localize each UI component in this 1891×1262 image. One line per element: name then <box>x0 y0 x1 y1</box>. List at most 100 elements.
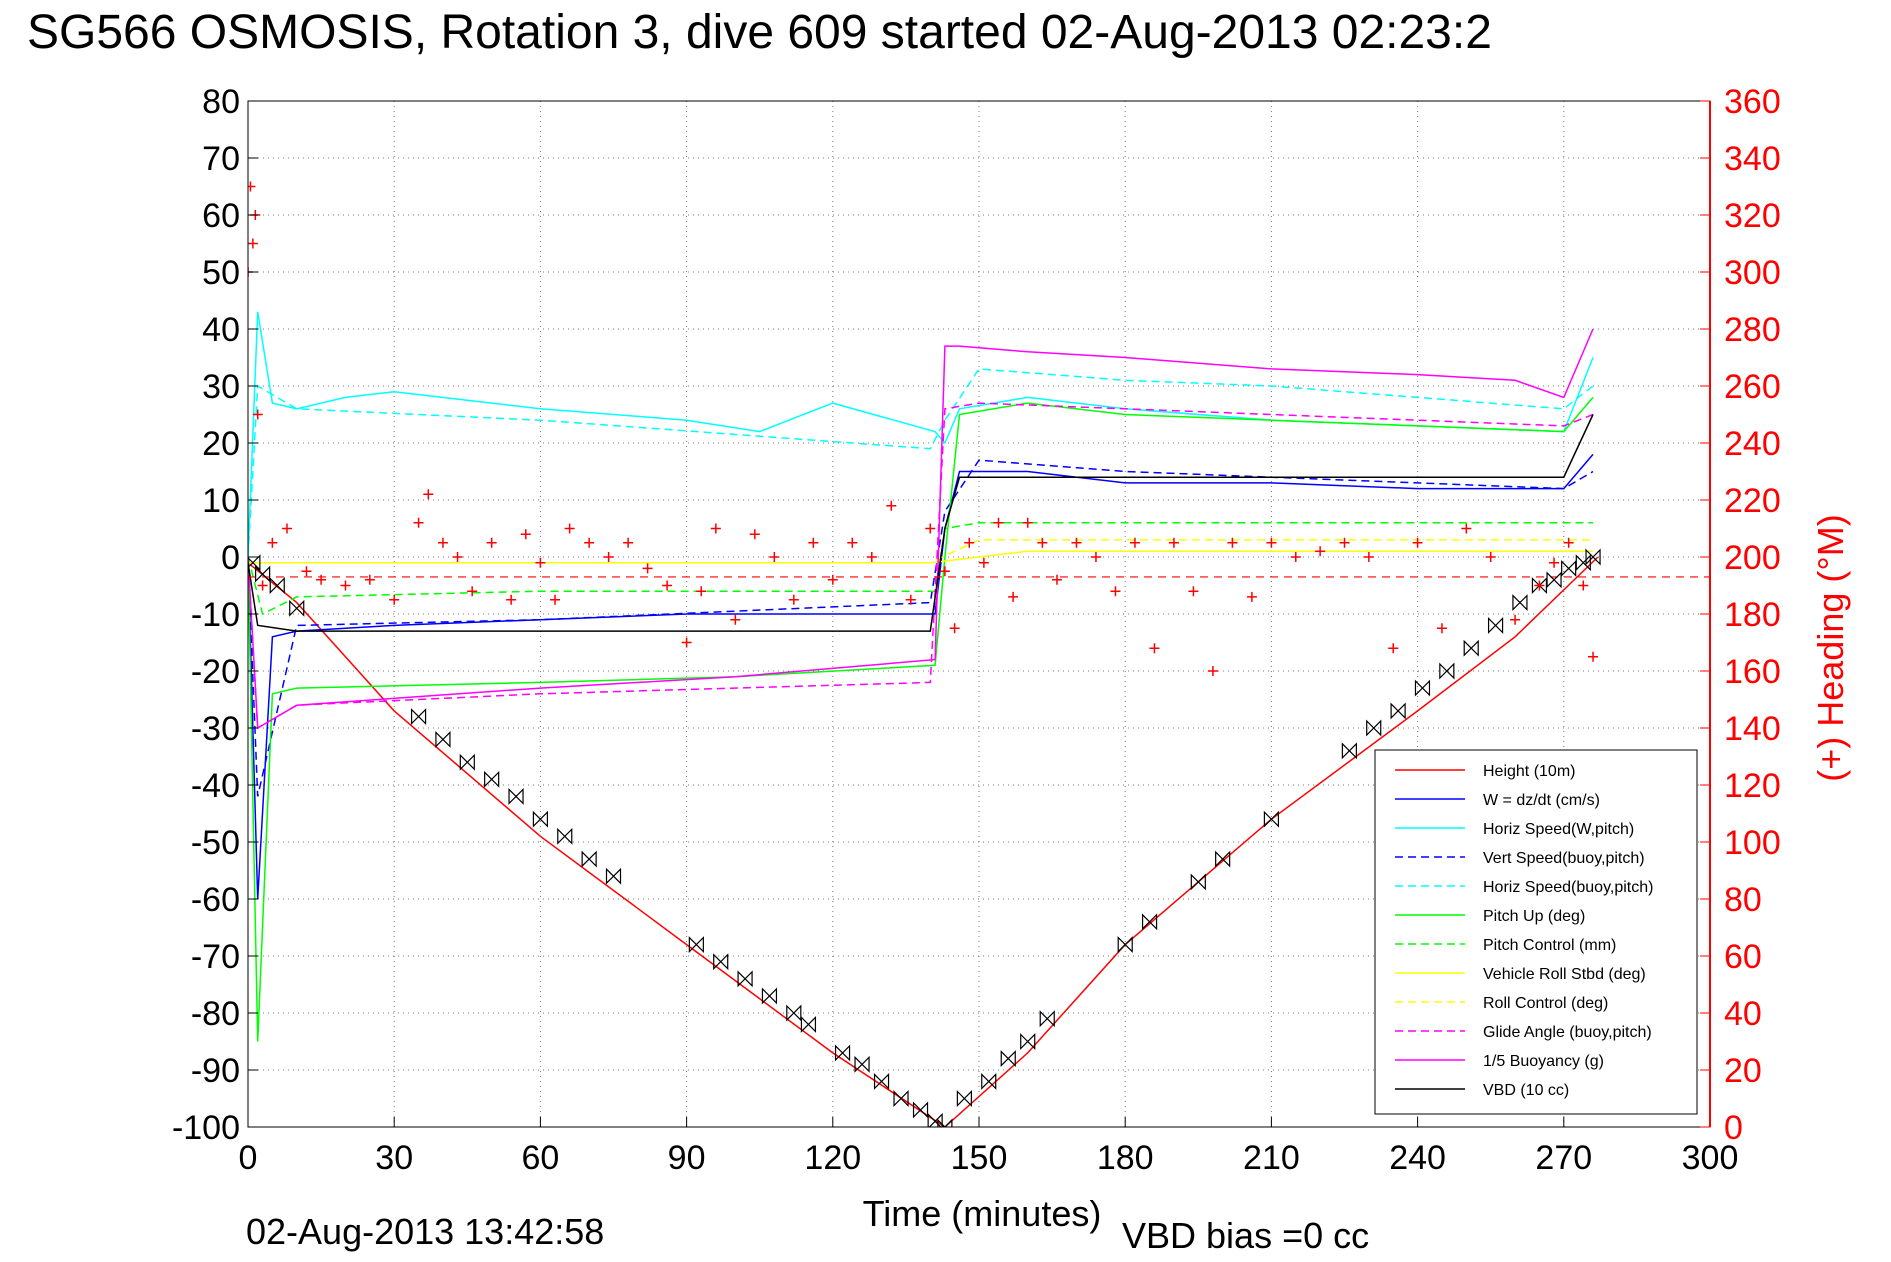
heading-point <box>1534 580 1545 591</box>
vbd-marker <box>484 770 500 788</box>
legend-label: Pitch Up (deg) <box>1483 908 1585 925</box>
vbd-marker <box>800 1015 817 1033</box>
right-tick-label: 280 <box>1724 311 1781 349</box>
heading-point <box>939 566 950 577</box>
heading-point <box>769 552 780 562</box>
y-tick-label: 0 <box>221 539 240 577</box>
vbd-marker <box>1263 810 1279 828</box>
legend-label: Vert Speed(buoy,pitch) <box>1483 850 1645 867</box>
vbd-marker <box>1463 639 1479 657</box>
right-tick-label: 360 <box>1724 83 1781 121</box>
heading-point <box>1008 591 1019 602</box>
vbd-marker <box>1215 850 1231 868</box>
heading-point <box>1090 552 1101 562</box>
x-tick-label: 300 <box>1682 1139 1739 1177</box>
x-tick-label: 60 <box>521 1139 559 1177</box>
heading-point <box>389 594 400 605</box>
heading-point <box>281 523 292 534</box>
footer-timestamp: 02-Aug-2013 13:42:58 <box>246 1211 604 1252</box>
heading-point <box>1110 586 1121 597</box>
heading-point <box>248 238 258 249</box>
legend-label: Pitch Control (mm) <box>1483 937 1616 954</box>
heading-point <box>1485 552 1496 562</box>
vbd-marker <box>912 1101 929 1119</box>
vbd-marker <box>1390 702 1406 720</box>
y-tick-label: 70 <box>202 140 240 178</box>
vbd-marker <box>713 953 729 971</box>
legend-label: Height (10m) <box>1483 763 1575 780</box>
right-tick-label: 80 <box>1724 881 1762 919</box>
right-tick-label: 340 <box>1724 140 1781 178</box>
heading-point <box>1388 643 1399 654</box>
legend[interactable]: Height (10m) W = dz/dt (cm/s) Horiz Speed(… <box>1374 749 1698 1115</box>
vbd-marker <box>255 565 271 583</box>
heading-point <box>1227 537 1238 548</box>
heading-point <box>662 580 673 591</box>
heading-point <box>1071 537 1082 548</box>
right-tick-label: 180 <box>1724 596 1781 634</box>
heading-point <box>847 537 858 548</box>
heading-point <box>1129 537 1140 548</box>
vbd-marker <box>1487 616 1504 634</box>
heading-point <box>316 574 327 585</box>
heading-point <box>340 580 351 591</box>
vbd-marker <box>1366 719 1382 737</box>
series-layer <box>248 311 1710 1127</box>
heading-point <box>1549 557 1560 568</box>
heading-point <box>749 529 760 540</box>
vbd-marker <box>1000 1050 1016 1068</box>
right-tick-label: 300 <box>1724 254 1781 292</box>
heading-point <box>1510 614 1521 625</box>
y-tick-label: -90 <box>191 1052 240 1090</box>
vbd-marker <box>1414 679 1431 697</box>
heading-point <box>1363 552 1374 562</box>
heading-point <box>827 574 838 585</box>
right-tick-label: 0 <box>1724 1109 1743 1147</box>
vbd-marker <box>854 1055 870 1073</box>
heading-point <box>710 523 721 534</box>
legend-label: Vehicle Roll Stbd (deg) <box>1483 966 1646 983</box>
series-vbd-10-cc <box>248 414 1594 632</box>
heading-point <box>413 517 424 528</box>
heading-point <box>1168 537 1179 548</box>
heading-point <box>949 623 960 634</box>
heading-point <box>301 566 312 577</box>
heading-point <box>486 537 497 548</box>
y-tick-label: -40 <box>191 767 240 805</box>
series-horiz-speed-buoy-pitch <box>248 368 1594 558</box>
series-glide-angle-buoy-pitch <box>248 402 1594 730</box>
vbd-marker <box>688 936 704 954</box>
vbd-marker <box>605 867 622 885</box>
series-horiz-speed-w-pitch <box>248 311 1594 558</box>
y-tick-label: 30 <box>202 368 240 406</box>
vbd-marker <box>1141 913 1158 931</box>
heading-point <box>535 557 546 568</box>
right-tick-label: 200 <box>1724 539 1781 577</box>
y-tick-label: -50 <box>191 824 240 862</box>
heading-point <box>1266 537 1277 548</box>
heading-point <box>1315 546 1326 557</box>
heading-point <box>506 594 517 605</box>
series-1-5-buoyancy-g <box>248 328 1594 730</box>
vbd-marker <box>269 577 285 594</box>
heading-point <box>437 537 448 548</box>
x-tick-label: 90 <box>668 1139 706 1177</box>
heading-point <box>696 586 707 597</box>
heading-point <box>730 614 741 625</box>
heading-point <box>1037 537 1048 548</box>
heading-point <box>993 517 1004 528</box>
vbd-marker-layer <box>248 548 1601 1127</box>
right-axis-label: (+) Heading (°M) <box>1810 514 1851 781</box>
right-tick-label: 140 <box>1724 710 1781 748</box>
vbd-marker <box>410 708 427 726</box>
heading-point <box>252 409 263 420</box>
vbd-marker <box>737 970 753 988</box>
vbd-marker <box>893 1090 909 1107</box>
heading-point <box>257 580 268 591</box>
y-tick-label: 20 <box>202 425 240 463</box>
legend-label: Glide Angle (buoy,pitch) <box>1483 1024 1652 1041</box>
right-tick-label: 100 <box>1724 824 1781 862</box>
right-tick-label: 220 <box>1724 482 1781 520</box>
y-tick-label: -10 <box>191 596 240 634</box>
vbd-marker <box>1341 742 1357 760</box>
